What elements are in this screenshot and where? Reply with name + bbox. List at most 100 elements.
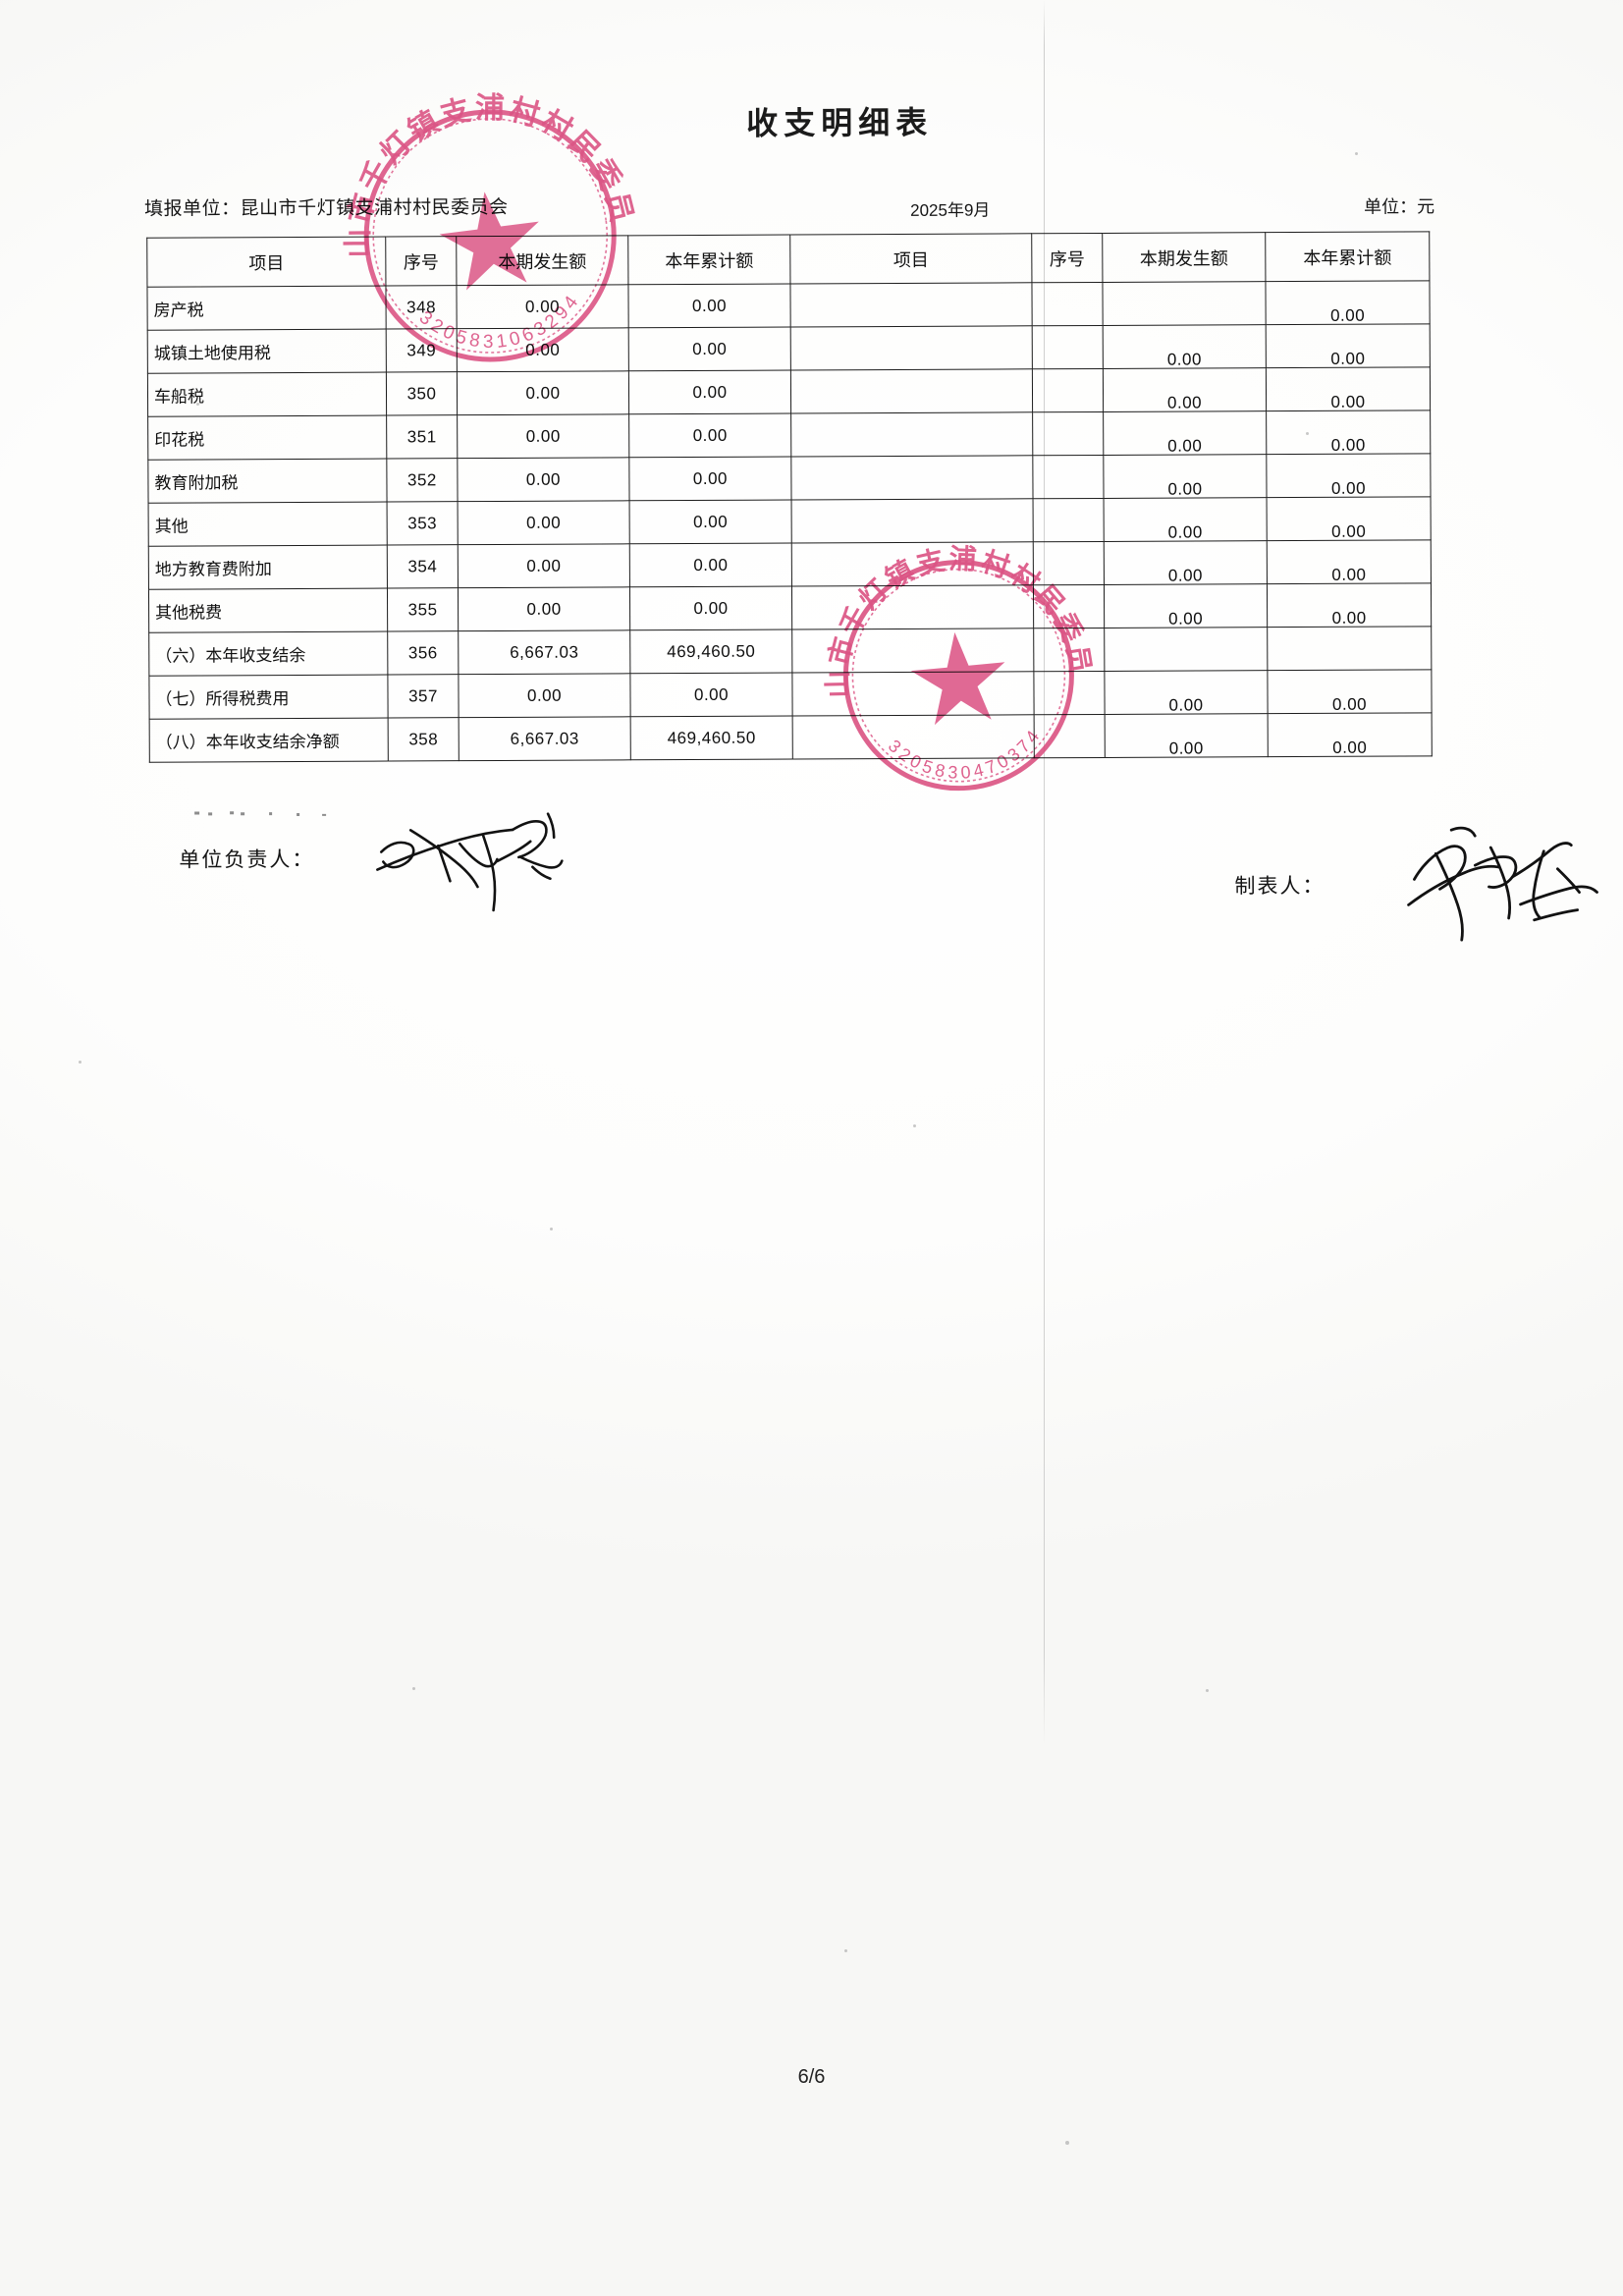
cell-current-left: 0.00 xyxy=(457,413,629,459)
cell-no-left: 357 xyxy=(387,674,460,719)
scan-speck xyxy=(844,1949,847,1952)
cell-no-right xyxy=(1032,455,1105,499)
svg-text:3205830470374: 3205830470374 xyxy=(884,723,1050,790)
table-row: （七）所得税费用 357 0.00 0.00 0.00 0.00 xyxy=(148,669,1433,720)
scan-artifact xyxy=(269,812,273,816)
cell-item-left: （八）本年收支结余净额 xyxy=(149,718,389,763)
cell-accumulated-right: 0.00 xyxy=(1266,410,1431,455)
header-no-right: 序号 xyxy=(1031,233,1103,283)
cell-current-right xyxy=(1104,627,1268,672)
cell-item-right xyxy=(790,325,1033,371)
cell-accumulated-left: 0.00 xyxy=(629,586,792,630)
reporting-period: 2025年9月 xyxy=(910,200,991,220)
cell-current-left: 0.00 xyxy=(458,673,631,718)
cell-item-right xyxy=(789,282,1033,328)
cell-no-left: 358 xyxy=(388,717,460,762)
cell-accumulated-right: 0.00 xyxy=(1268,712,1433,757)
cell-current-right: 0.00 xyxy=(1103,367,1267,412)
scan-artifact xyxy=(208,812,213,816)
scan-artifact xyxy=(230,811,235,815)
scan-speck xyxy=(196,403,199,406)
scan-artifact xyxy=(322,813,327,816)
cell-current-right: 0.00 xyxy=(1103,324,1267,369)
cell-accumulated-right xyxy=(1267,626,1432,671)
cell-item-right xyxy=(790,368,1033,414)
cell-accumulated-left: 469,460.50 xyxy=(629,629,792,674)
cell-accumulated-left: 0.00 xyxy=(628,327,791,371)
cell-no-left: 355 xyxy=(387,587,459,632)
cell-no-right xyxy=(1032,368,1104,412)
header-accumulated-left: 本年累计额 xyxy=(627,235,790,285)
table-row: 其他税费 355 0.00 0.00 0.00 0.00 xyxy=(148,582,1432,633)
scan-artifact xyxy=(241,812,245,816)
cell-no-left: 352 xyxy=(386,458,459,503)
scan-speck xyxy=(550,1228,553,1230)
cell-current-left: 0.00 xyxy=(458,586,630,631)
cell-accumulated-left: 0.00 xyxy=(629,673,793,717)
cell-current-left: 0.00 xyxy=(458,500,630,545)
scan-artifact xyxy=(297,812,300,816)
cell-accumulated-right: 0.00 xyxy=(1266,366,1431,411)
table-row: 印花税 351 0.00 0.00 0.00 0.00 xyxy=(147,410,1431,461)
cell-item-left: （七）所得税费用 xyxy=(148,675,389,720)
cell-current-right: 0.00 xyxy=(1105,713,1269,758)
cell-no-left: 354 xyxy=(387,544,459,589)
page-title: 收支明细表 xyxy=(746,104,934,141)
unit-head-signature xyxy=(376,812,564,912)
cell-item-right xyxy=(790,411,1033,458)
header-accumulated-right: 本年累计额 xyxy=(1265,231,1430,282)
cell-item-left: 印花税 xyxy=(147,415,387,461)
scan-speck xyxy=(1355,152,1358,155)
cell-item-left: 地方教育费附加 xyxy=(148,545,388,590)
cell-item-left: 其他税费 xyxy=(148,588,388,633)
scan-speck xyxy=(913,1124,916,1127)
table-row: 其他 353 0.00 0.00 0.00 0.00 xyxy=(148,496,1432,547)
cell-accumulated-left: 0.00 xyxy=(628,413,791,458)
cell-current-right: 0.00 xyxy=(1104,540,1268,585)
cell-item-right xyxy=(790,455,1034,501)
cell-accumulated-right: 0.00 xyxy=(1266,453,1432,498)
official-seal-middle: 昆山市千灯镇支浦村村民委员会 3205830470374 xyxy=(811,527,1097,792)
header-current-right: 本期发生额 xyxy=(1102,232,1266,283)
cell-current-left: 6,667.03 xyxy=(458,629,630,675)
official-seal-top: 昆山市千灯镇支浦村村民委员会 3205831063294 xyxy=(327,73,638,362)
cell-no-right xyxy=(1032,325,1104,369)
preparer-signature xyxy=(1407,826,1598,942)
cell-current-left: 6,667.03 xyxy=(459,716,631,761)
cell-current-left: 0.00 xyxy=(457,457,630,502)
cell-accumulated-right: 0.00 xyxy=(1266,323,1431,368)
cell-current-right xyxy=(1102,281,1267,326)
cell-current-right: 0.00 xyxy=(1103,410,1267,456)
scan-artifact xyxy=(194,811,200,815)
cell-current-right: 0.00 xyxy=(1103,454,1268,499)
cell-no-left: 351 xyxy=(386,414,458,460)
cell-current-right: 0.00 xyxy=(1104,670,1269,715)
cell-accumulated-left: 0.00 xyxy=(627,284,791,328)
cell-item-left: （六）本年收支结余 xyxy=(148,631,388,677)
scan-speck xyxy=(79,1061,81,1064)
scan-speck xyxy=(1065,2141,1069,2145)
cell-accumulated-left: 0.00 xyxy=(628,370,791,414)
table-row: 地方教育费附加 354 0.00 0.00 0.00 0.00 xyxy=(148,539,1432,590)
cell-accumulated-left: 469,460.50 xyxy=(630,716,793,760)
unit-head-label: 单位负责人： xyxy=(179,847,315,872)
preparer-label: 制表人： xyxy=(1234,874,1325,899)
paper-fold-line xyxy=(1044,0,1045,2296)
cell-no-right xyxy=(1031,282,1104,326)
cell-item-left: 教育附加税 xyxy=(147,459,388,504)
currency-unit-note: 单位：元 xyxy=(1364,196,1435,217)
scan-speck xyxy=(412,1687,415,1690)
cell-accumulated-left: 0.00 xyxy=(628,457,792,501)
table-row: （六）本年收支结余 356 6,667.03 469,460.50 xyxy=(148,626,1432,677)
cell-accumulated-right: 0.00 xyxy=(1267,669,1433,714)
scan-speck xyxy=(1206,1689,1209,1692)
cell-accumulated-left: 0.00 xyxy=(629,500,792,544)
scan-speck xyxy=(1306,432,1309,435)
cell-item-left: 其他 xyxy=(148,502,388,547)
cell-current-left: 0.00 xyxy=(458,543,630,588)
header-item-right: 项目 xyxy=(789,233,1032,285)
cell-current-right: 0.00 xyxy=(1104,583,1268,629)
cell-no-left: 356 xyxy=(387,630,459,676)
table-row: （八）本年收支结余净额 358 6,667.03 469,460.50 0.00 0.00 xyxy=(149,712,1433,763)
